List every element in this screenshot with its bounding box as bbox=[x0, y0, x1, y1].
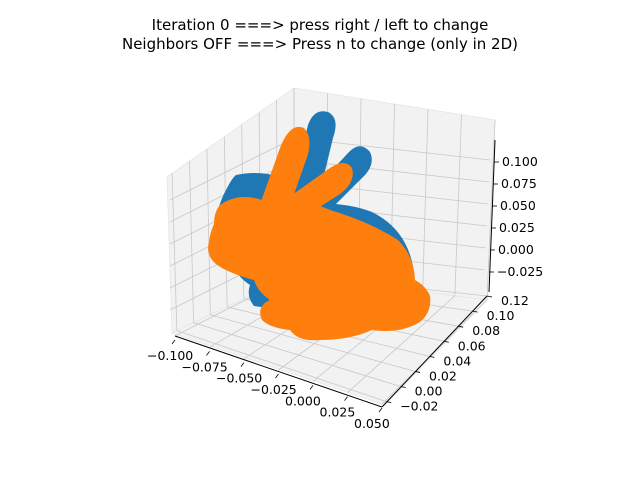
x-gridline-wall bbox=[422, 109, 429, 292]
y-tick-label: 0.04 bbox=[443, 353, 471, 368]
x-tick-mark bbox=[206, 351, 210, 356]
y-tick-label: 0.08 bbox=[472, 323, 500, 338]
y-gridline-wall bbox=[189, 161, 195, 323]
y-tick-mark bbox=[486, 295, 493, 298]
y-tick-mark bbox=[458, 325, 464, 328]
series-orange-bunny bbox=[208, 126, 431, 341]
x-tick-mark bbox=[309, 385, 314, 390]
x-gridline-wall bbox=[454, 114, 462, 296]
x-axis-line bbox=[174, 335, 383, 408]
z-tick-label: 0.075 bbox=[501, 176, 537, 191]
z-tick-label: 0.050 bbox=[500, 198, 536, 213]
axis-lines bbox=[171, 139, 499, 413]
x-tick-label: −0.100 bbox=[147, 348, 193, 363]
y-tick-label: 0.02 bbox=[429, 368, 457, 383]
y-gridline-wall bbox=[171, 173, 178, 331]
x-tick-label: 0.050 bbox=[354, 416, 390, 431]
x-tick-label: −0.075 bbox=[182, 359, 228, 374]
y-tick-label: 0.12 bbox=[501, 293, 529, 308]
y-gridline bbox=[210, 314, 416, 372]
z-tick-label: 0.000 bbox=[498, 242, 534, 257]
y-tick-label: −0.02 bbox=[400, 399, 438, 414]
z-tick-label: −0.025 bbox=[497, 264, 543, 279]
y-gridline bbox=[193, 322, 401, 387]
z-tick-label: 0.025 bbox=[499, 220, 535, 235]
x-tick-label: −0.050 bbox=[216, 371, 262, 386]
x-tick-label: 0.000 bbox=[285, 393, 321, 408]
y-tick-label: 0.10 bbox=[487, 308, 515, 323]
y-tick-mark bbox=[472, 310, 478, 313]
y-gridline-wall bbox=[206, 149, 211, 315]
y-axis-line bbox=[381, 295, 488, 408]
chart-title-line-1: Iteration 0 ===> press right / left to c… bbox=[151, 16, 489, 34]
x-tick-mark bbox=[275, 373, 279, 379]
z-axis-line bbox=[488, 139, 496, 293]
x-gridline bbox=[347, 295, 456, 393]
y-gridline bbox=[176, 330, 387, 402]
z-tick-label: 0.100 bbox=[502, 154, 538, 169]
z-gridline-wall bbox=[169, 137, 295, 201]
x-tick-mark bbox=[240, 362, 245, 367]
x-tick-mark bbox=[344, 396, 348, 401]
y-tick-label: 0.00 bbox=[415, 384, 443, 399]
blue-ear-back bbox=[292, 111, 336, 200]
y-tick-label: 0.06 bbox=[458, 338, 486, 353]
x-tick-mark bbox=[378, 407, 383, 413]
x-tick-label: −0.025 bbox=[251, 382, 297, 397]
orange-ear-back bbox=[258, 126, 310, 220]
chart-title-line-2: Neighbors OFF ===> Press n to change (on… bbox=[121, 35, 519, 53]
x-tick-mark bbox=[171, 339, 176, 345]
x-gridline-wall bbox=[486, 119, 496, 301]
tick-labels: −0.100−0.075−0.050−0.0250.0000.0250.050−… bbox=[147, 154, 543, 431]
x-tick-label: 0.025 bbox=[320, 405, 356, 420]
orange-body bbox=[208, 196, 431, 341]
